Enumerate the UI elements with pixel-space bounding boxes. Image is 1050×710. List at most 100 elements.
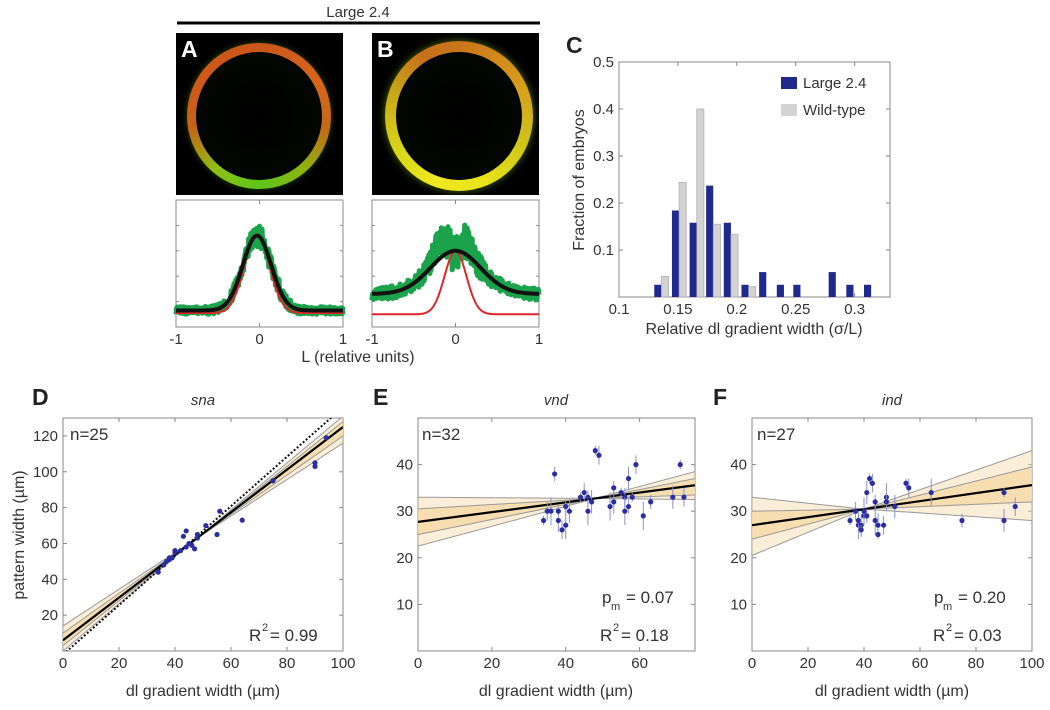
d-r2: R 2 = 0.99 — [249, 622, 318, 645]
scatter-e-point — [670, 494, 676, 500]
scatter-f-ytick-label: 30 — [730, 503, 747, 520]
fit-curve-black — [372, 248, 539, 296]
scatter-f-point — [1001, 517, 1007, 524]
scatter-d-point — [239, 517, 245, 523]
scatter-f-ytick-label: 40 — [730, 457, 747, 474]
scatter-f-point — [864, 513, 870, 519]
scatter-f-xtick-label: 0 — [748, 655, 756, 672]
d-ylabel: pattern width (µm) — [11, 470, 28, 599]
bar-large — [654, 284, 662, 297]
pm-value: = 0.20 — [958, 588, 1006, 607]
ab-xlabel: L (relative units) — [301, 349, 414, 366]
scatter-e-point — [640, 513, 646, 519]
histogram-ytick-label: 0.4 — [593, 101, 614, 118]
r2-label: R — [600, 626, 612, 645]
bar-large — [689, 222, 697, 297]
scatter-e-ytick-label: 20 — [396, 550, 413, 567]
r2-label: R — [933, 626, 945, 645]
embryo-image-a — [176, 33, 343, 195]
scatter-e-point — [611, 485, 617, 491]
scatter-e-ytick-label: 40 — [396, 457, 413, 474]
histogram-xtick-label: 0.25 — [781, 301, 810, 318]
bar-wildtype — [696, 108, 705, 298]
scatter-e-ci-line — [418, 478, 695, 510]
scatter-d-plot — [63, 418, 343, 651]
scatter-d-ci-outer-band — [63, 418, 343, 651]
scatter-e-point — [563, 522, 569, 528]
scatter-f-point — [869, 480, 876, 486]
scatter-e-ci-line — [418, 471, 695, 499]
bar-large — [793, 284, 801, 297]
scatter-d-point — [194, 531, 200, 538]
scatter-f-ci-line — [752, 501, 1032, 540]
scatter-d-point — [323, 435, 329, 441]
panel-label-c: C — [566, 32, 583, 58]
f-title: ind — [882, 392, 903, 409]
scatter-f-point — [875, 531, 881, 538]
bar-large — [776, 284, 784, 297]
scatter-f-xtick-label: 20 — [800, 655, 817, 672]
histogram-ytick-label: 0.3 — [593, 148, 614, 165]
scatter-f-point — [858, 527, 864, 533]
scatter-f-point — [903, 480, 909, 486]
scatter-e-point — [577, 494, 584, 500]
scatter-e-point — [566, 508, 573, 514]
bar-wildtype — [712, 223, 721, 298]
profile-a-xtick-label: 0 — [255, 331, 263, 348]
scatter-d-ytick-label: 40 — [41, 571, 58, 588]
scatter-f-point — [883, 499, 890, 505]
scatter-d-point — [183, 528, 189, 534]
r2-label: R — [249, 626, 261, 645]
scatter-d-axes: 0 20 40 60 80 100 20 40 60 80 100 120 — [33, 417, 356, 672]
data-trace-green — [369, 222, 542, 303]
scatter-d-point — [161, 562, 167, 568]
scatter-d-point — [172, 548, 178, 554]
e-n-label: n=32 — [422, 425, 460, 444]
f-stats: p m = 0.20 R 2 = 0.03 — [933, 588, 1006, 645]
scatter-f-point — [872, 499, 878, 505]
scatter-f-point — [861, 508, 867, 514]
scatter-d-xtick-label: 60 — [223, 655, 240, 672]
bar-wildtype — [678, 181, 687, 298]
d-title: sna — [191, 392, 215, 409]
f-n-label: n=27 — [757, 425, 795, 444]
histogram-axes: 0.1 0.15 0.2 0.25 0.3 0.1 0.2 0.3 0.4 0.5 — [593, 54, 891, 318]
scatter-e-point — [548, 508, 554, 514]
scatter-f-axes: 0 20 40 60 80 100 10 20 30 40 — [730, 417, 1045, 672]
scatter-e-point — [633, 462, 639, 468]
e-xlabel: dl gradient width (µm) — [479, 683, 633, 700]
scatter-e-point — [563, 503, 569, 510]
scatter-e-point — [559, 527, 565, 533]
pm-label: p — [934, 588, 943, 607]
scatter-d-ci-line — [63, 418, 342, 627]
c-ylabel: Fraction of embryos — [571, 109, 588, 250]
scatter-e-xtick-label: 40 — [557, 655, 574, 672]
pm-value: = 0.07 — [626, 588, 674, 607]
scatter-e-point — [677, 462, 683, 468]
scatter-e-point — [592, 448, 598, 454]
scatter-d-fit-line — [63, 426, 343, 642]
scatter-f-ci-line — [752, 466, 1032, 512]
scatter-f-xtick-label: 80 — [968, 655, 985, 672]
panel-label-e: E — [373, 384, 389, 410]
scatter-e-point — [540, 517, 547, 524]
scatter-d-ci-line — [63, 442, 343, 651]
scatter-e-axes: 0 20 40 60 10 20 30 40 — [396, 417, 696, 672]
scatter-e-point — [552, 471, 558, 477]
scatter-f-point — [928, 489, 934, 496]
scatter-f-xtick-label: 60 — [912, 655, 929, 672]
scatter-e-point — [581, 489, 587, 496]
scatter-d-point — [189, 542, 195, 548]
pm-label: p — [602, 588, 611, 607]
scatter-d-ytick-label: 120 — [33, 428, 58, 445]
profile-b-axes: -1 0 1 — [365, 199, 543, 348]
scatter-d-reference-line — [65, 418, 333, 651]
scatter-e-xtick-label: 20 — [484, 655, 501, 672]
bar-large — [723, 222, 731, 297]
legend-label-large: Large 2.4 — [803, 75, 866, 92]
scatter-d-point — [192, 546, 198, 552]
panel-label-a: A — [181, 36, 198, 62]
d-n-label: n=25 — [70, 425, 108, 444]
scatter-d-ytick-label: 20 — [41, 607, 58, 624]
scatter-f-point — [959, 517, 965, 524]
